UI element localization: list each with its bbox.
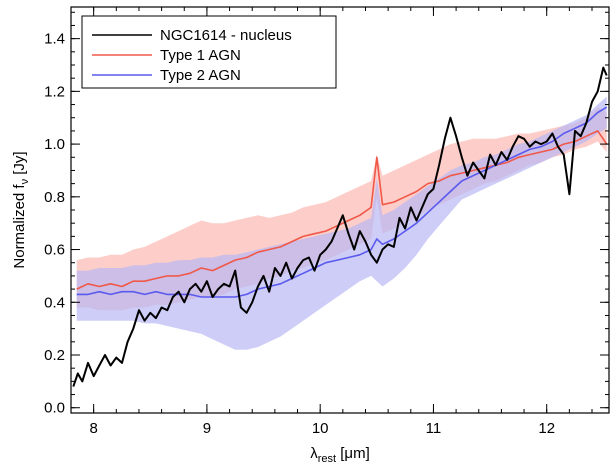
- plot-frame: [70, 6, 610, 414]
- y-tick-label: 0.8: [44, 189, 65, 206]
- y-axis-label-sub: ν: [19, 178, 31, 184]
- line-type-1-agn: [76, 130, 608, 290]
- tick-labels: 8 9 10 11 12 0.0 0.2 0.4 0.6 0.8 1.0 1.2 1.4: [44, 31, 555, 437]
- line-ngc1614-nucleus: [72, 66, 608, 387]
- y-axis-label: Normalized fν [Jy]: [11, 151, 31, 268]
- axis-ticks: [70, 7, 609, 413]
- y-tick-label: 1.0: [44, 136, 65, 153]
- line-type-2-agn: [76, 106, 608, 298]
- y-tick-label: 1.2: [44, 83, 65, 100]
- y-tick-label: 0.4: [44, 294, 65, 311]
- legend-label-type2-agn: Type 2 AGN: [160, 67, 241, 84]
- y-axis-label-main: Normalized f: [11, 184, 28, 269]
- legend: NGC1614 - nucleus Type 1 AGN Type 2 AGN: [81, 15, 337, 89]
- y-axis-label-unit: [Jy]: [11, 151, 28, 179]
- x-axis-label-unit: [μm]: [336, 445, 370, 462]
- x-tick-label: 8: [89, 420, 97, 437]
- y-tick-label: 0.6: [44, 242, 65, 259]
- x-tick-label: 11: [426, 420, 442, 437]
- legend-label-ngc1614: NGC1614 - nucleus: [160, 27, 292, 44]
- y-tick-label: 0.2: [44, 347, 65, 364]
- x-tick-label: 9: [203, 420, 211, 437]
- series-lines: [72, 66, 608, 387]
- x-axis-label-main: λ: [310, 445, 318, 462]
- x-tick-label: 10: [312, 420, 329, 437]
- y-tick-label: 1.4: [44, 31, 65, 48]
- y-tick-label: 0.0: [44, 400, 65, 417]
- legend-box: [81, 15, 337, 89]
- x-axis-label: λrest [μm]: [310, 445, 369, 465]
- legend-label-type1-agn: Type 1 AGN: [160, 47, 241, 64]
- x-tick-label: 12: [538, 420, 555, 437]
- x-axis-label-sub: rest: [318, 453, 336, 465]
